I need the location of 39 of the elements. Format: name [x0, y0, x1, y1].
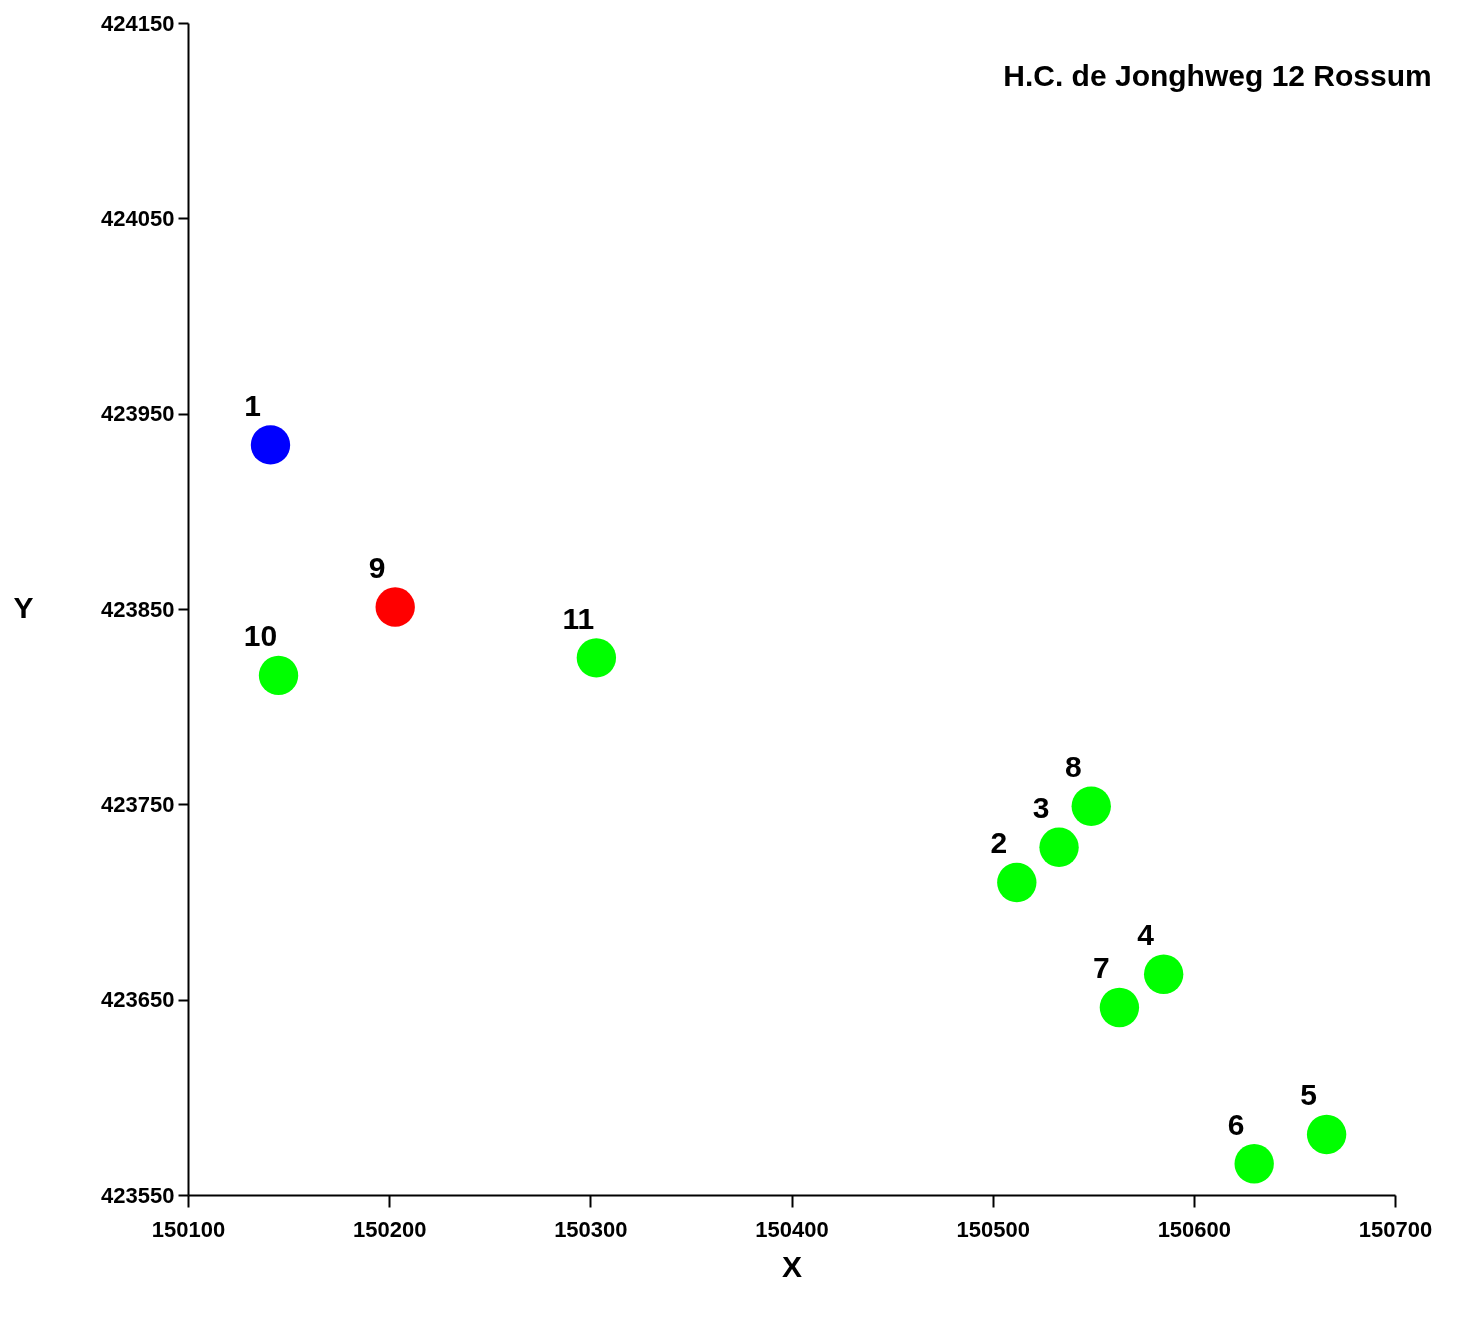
point — [1039, 827, 1079, 867]
point — [1071, 786, 1111, 826]
annotation: 1 — [244, 388, 261, 422]
x-tick-label: 150300 — [554, 1216, 628, 1242]
y-tick-label: 423850 — [101, 596, 175, 622]
y-tick-label: 423750 — [101, 791, 175, 817]
annotation: 7 — [1093, 951, 1110, 985]
point — [1306, 1114, 1347, 1155]
x-tick-label: 150100 — [151, 1216, 226, 1242]
x-tick-label: 150500 — [956, 1216, 1030, 1242]
x-tick-label: 150600 — [1157, 1216, 1232, 1242]
y-tick-label: 424150 — [101, 10, 175, 36]
y-tick-label: 423550 — [101, 1182, 175, 1208]
y-tick-label: 423950 — [101, 401, 175, 427]
y-tick-label: 424050 — [101, 205, 175, 231]
text: H.C. de Jonghweg 12 Rossum — [1003, 59, 1432, 92]
point — [1143, 954, 1184, 994]
annotation: 4 — [1137, 918, 1155, 952]
point — [375, 587, 415, 627]
annotation: 10 — [243, 619, 278, 653]
point — [576, 638, 617, 678]
point — [997, 862, 1037, 903]
x-tick-label: 150400 — [755, 1216, 829, 1242]
annotation: 8 — [1064, 750, 1082, 784]
point — [1099, 987, 1140, 1028]
annotation: 5 — [1300, 1078, 1317, 1112]
annotation: 9 — [368, 551, 386, 585]
x-axis-title: X — [781, 1249, 803, 1283]
point — [1234, 1144, 1274, 1184]
x-tick-label: 150200 — [352, 1216, 427, 1242]
annotation: 6 — [1227, 1107, 1245, 1141]
annotation: 11 — [562, 601, 595, 635]
point — [250, 425, 291, 465]
annotation: 3 — [1032, 791, 1050, 825]
y-tick-label: 423650 — [101, 987, 175, 1013]
point — [258, 655, 299, 696]
y-axis-title: Y — [13, 590, 34, 624]
annotation: 2 — [990, 826, 1008, 860]
x-tick-label: 150700 — [1358, 1216, 1433, 1242]
